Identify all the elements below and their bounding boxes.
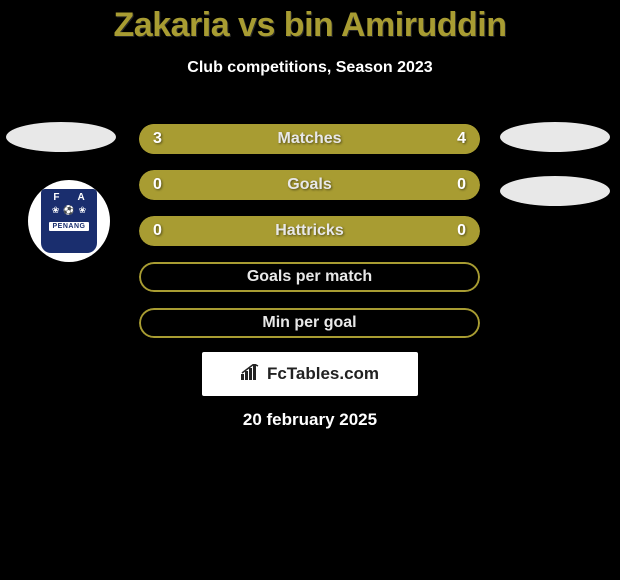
flower-icon: ❀ <box>79 205 87 216</box>
date-label: 20 february 2025 <box>0 410 620 430</box>
flower-icon: ❀ <box>52 205 60 216</box>
club-badge-icons: ❀ ⚽ ❀ <box>52 205 86 216</box>
club-badge-shield: F A ❀ ⚽ ❀ PENANG <box>41 189 97 253</box>
stat-label: Min per goal <box>139 314 480 332</box>
club-badge-letter: A <box>77 192 84 203</box>
player-avatar-left <box>6 122 116 152</box>
stat-label: Hattricks <box>139 222 480 240</box>
stat-row: 00Goals <box>139 170 480 200</box>
ball-icon: ⚽ <box>63 205 74 216</box>
comparison-bars: 34Matches 00Goals 00Hattricks Goals per mat… <box>139 124 480 354</box>
club-badge-letter: F <box>53 192 59 203</box>
page-title: Zakaria vs bin Amiruddin <box>0 0 620 45</box>
club-badge-label: PENANG <box>49 222 90 231</box>
stat-row: 34Matches <box>139 124 480 154</box>
subtitle: Club competitions, Season 2023 <box>0 59 620 77</box>
stat-label: Matches <box>139 130 480 148</box>
stat-row: 00Hattricks <box>139 216 480 246</box>
stat-row: Goals per match <box>139 262 480 292</box>
footer-brand-text: FcTables.com <box>267 364 379 384</box>
stat-label: Goals per match <box>139 268 480 286</box>
club-badge-left: F A ❀ ⚽ ❀ PENANG <box>28 180 110 262</box>
club-badge-letters: F A <box>53 192 84 203</box>
stat-row: Min per goal <box>139 308 480 338</box>
chart-icon <box>241 364 261 385</box>
footer-brand: FcTables.com <box>202 352 418 396</box>
stat-label: Goals <box>139 176 480 194</box>
club-avatar-right <box>500 176 610 206</box>
player-avatar-right <box>500 122 610 152</box>
